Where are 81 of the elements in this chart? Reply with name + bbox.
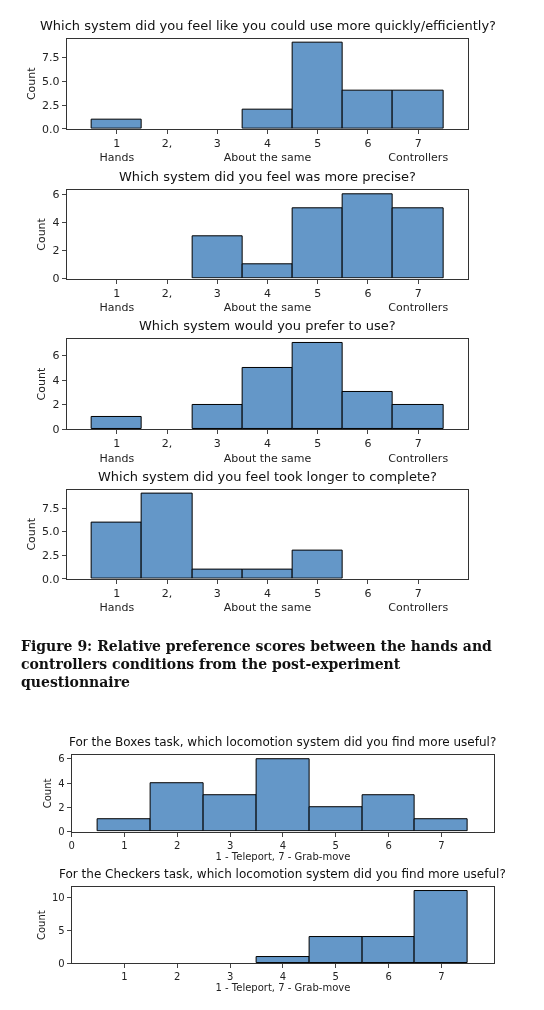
x-tick-label: 3 — [213, 437, 221, 451]
y-tick-label: 0 — [52, 272, 60, 286]
y-tick-label: 5.0 — [41, 525, 60, 539]
x-axis-title: 1 - Teleport, 7 - Grab-move — [215, 850, 351, 862]
chart-title: Which system did you feel was more precise? — [119, 169, 416, 184]
y-axis-title: Count — [35, 367, 49, 401]
y-tick-label: 0 — [58, 826, 65, 838]
y-axis-title: Count — [42, 778, 54, 809]
x-tick-label: 4 About the same — [223, 587, 312, 615]
x-tick-label: 3 — [226, 839, 234, 851]
x-tick-label: 7 Controllers — [388, 286, 449, 315]
x-tick-label: 2, — [161, 286, 173, 300]
x-tick-label: 4 About the same — [223, 437, 312, 465]
x-tick-label: 3 — [213, 286, 221, 300]
y-tick-label: 0.0 — [41, 572, 60, 586]
y-axis-title: Count — [24, 517, 38, 551]
y-tick-label: 0 — [58, 957, 65, 969]
y-tick-label: 0.0 — [41, 122, 60, 136]
x-tick-label: 1 Hands — [99, 286, 135, 315]
x-tick-label: 6 — [364, 286, 372, 300]
y-tick-label: 5 — [58, 924, 65, 936]
chart-title: Which system did you feel took longer to complete? — [98, 469, 437, 484]
x-tick-label: 7 — [438, 971, 445, 983]
x-tick-label: 4 About the same — [223, 137, 312, 165]
x-tick-label: 7 Controllers — [388, 587, 449, 615]
y-axis-title: Count — [24, 66, 38, 101]
x-tick-label: 7 — [438, 839, 445, 851]
chart-title: For the Boxes task, which locomotion system did you find more useful? — [69, 735, 497, 749]
y-tick-label: 2 — [52, 244, 60, 258]
x-tick-label: 1 — [121, 971, 128, 983]
x-tick-label: 3 — [213, 137, 221, 151]
x-tick-label: 6 — [364, 587, 372, 601]
x-tick-label: 1 Hands — [99, 587, 135, 615]
x-tick-label: 7 Controllers — [388, 137, 449, 165]
y-tick-label: 5.0 — [41, 74, 60, 88]
y-tick-label: 7.5 — [41, 51, 60, 65]
x-tick-label: 4 — [279, 839, 287, 851]
y-axis-title: Count — [35, 217, 49, 251]
y-tick-label: 6 — [58, 753, 65, 765]
x-axis-title: 1 - Teleport, 7 - Grab-move — [215, 982, 351, 994]
y-tick-label: 4 — [52, 373, 60, 387]
x-tick-label: 1 Hands — [99, 437, 135, 465]
chart-title: Which system would you prefer to use? — [139, 318, 396, 333]
y-tick-label: 10 — [51, 891, 65, 903]
y-tick-label: 4 — [58, 777, 65, 789]
chart-title: For the Checkers task, which locomotion system did you find more useful? — [59, 867, 506, 881]
y-tick-label: 2.5 — [41, 98, 60, 112]
y-axis-title: Count — [35, 910, 47, 941]
x-tick-label: 1 Hands — [99, 137, 135, 165]
x-tick-label: 2 — [174, 971, 181, 983]
y-tick-label: 6 — [52, 349, 60, 363]
y-tick-label: 2 — [58, 801, 65, 813]
x-tick-label: 4 — [279, 971, 287, 983]
x-tick-label: 4 About the same — [223, 286, 312, 315]
y-tick-label: 6 — [52, 188, 60, 202]
x-tick-label: 0 — [68, 839, 75, 851]
x-tick-label: 5 — [332, 839, 339, 851]
x-tick-label: 3 — [213, 587, 221, 601]
y-tick-label: 2 — [52, 398, 60, 412]
x-tick-label: 5 — [314, 437, 322, 451]
x-tick-label: 1 — [121, 839, 128, 851]
x-tick-label: 2, — [161, 437, 173, 451]
y-tick-label: 7.5 — [41, 501, 60, 515]
caption: Figure 9: Relative preference scores between the hands and controllers conditions from the post-experiment questionnaire — [21, 638, 493, 691]
x-tick-label: 6 — [385, 839, 392, 851]
x-tick-label: 6 — [385, 971, 392, 983]
x-tick-label: 5 — [314, 587, 322, 601]
x-tick-label: 6 — [364, 437, 372, 451]
x-tick-label: 6 — [364, 137, 372, 151]
x-tick-label: 2, — [161, 587, 173, 601]
x-tick-label: 5 — [314, 137, 322, 151]
x-tick-label: 3 — [226, 971, 234, 983]
x-tick-label: 5 — [314, 286, 322, 300]
y-tick-label: 0 — [52, 423, 60, 437]
x-tick-label: 5 — [332, 971, 339, 983]
y-tick-label: 4 — [52, 216, 60, 230]
x-tick-label: 2, — [161, 137, 173, 151]
y-tick-label: 2.5 — [41, 549, 60, 563]
chart-title: Which system did you feel like you could use more quickly/efficiently? — [40, 18, 496, 33]
x-tick-label: 2 — [174, 839, 181, 851]
x-tick-label: 7 Controllers — [388, 437, 449, 465]
